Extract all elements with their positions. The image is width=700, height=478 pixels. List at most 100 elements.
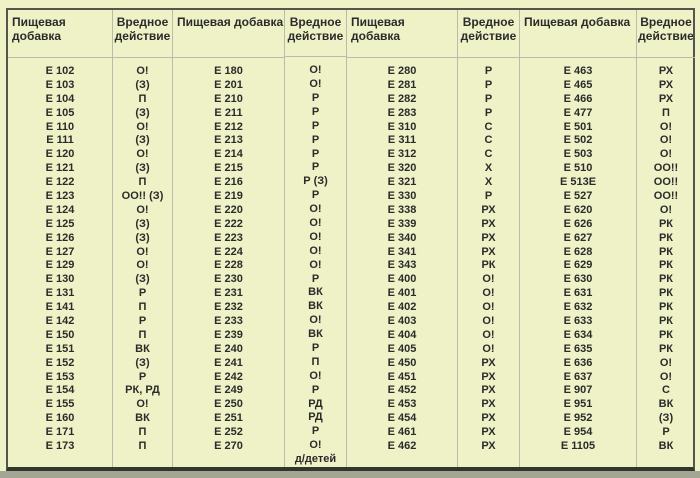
- table-column-pair: Пищевая добавка Е 463 Е 465 Е 466 Е 477 Е 50…: [520, 10, 695, 467]
- additive-cell: Е 141: [45, 301, 75, 314]
- additives-table: Пищевая добавка Е 102 Е 103 Е 104 Е 105 Е 11…: [6, 8, 695, 471]
- additive-cell: Е 215: [214, 162, 243, 175]
- additive-cell: Е 126: [45, 231, 75, 244]
- effect-cell: О!: [482, 342, 495, 355]
- effect-column-cells: РХ РХ РХ П О! О! О! ОО!! ОО!! ОО!! О! РК РК РК РК РК РК Р…: [637, 58, 695, 454]
- additive-cell: Е 222: [214, 217, 243, 230]
- effect-cell: О!: [136, 259, 149, 272]
- additive-cell: Е 239: [214, 328, 243, 341]
- additive-cell: Е 153: [45, 370, 75, 383]
- effect-cell: П: [138, 426, 147, 439]
- effect-column: Вредное действие О! О! Р Р Р Р Р Р Р (З) Р О! О! О! О…: [285, 10, 346, 467]
- effect-cell: О!: [309, 64, 322, 77]
- effect-cell: О!: [309, 216, 322, 229]
- effect-cell: П: [138, 328, 147, 341]
- additive-cell: Е 252: [214, 426, 243, 439]
- effect-cell: Р: [484, 190, 493, 203]
- effect-cell: О!: [309, 258, 322, 271]
- effect-cell: РК: [658, 301, 674, 314]
- additive-cell: Е 343: [387, 259, 417, 272]
- additive-cell: Е 463: [563, 65, 593, 77]
- effect-cell: О!: [136, 245, 149, 258]
- additive-cell: Е 320: [387, 162, 417, 175]
- additive-cell: Е 104: [45, 92, 75, 105]
- additive-cell: Е 338: [387, 203, 417, 216]
- additive-cell: Е 451: [387, 370, 417, 383]
- effect-cell: ОО!!: [653, 162, 679, 175]
- effect-column: Вредное действие О! (З) П (З) О! (З) О! (З) П ОО!…: [113, 10, 172, 467]
- effect-cell: С: [484, 120, 493, 133]
- effect-column-cells: О! О! Р Р Р Р Р Р Р (З) Р О! О! О! О! О! Р ВК ВК О! ВК Р П О! Р…: [285, 57, 346, 467]
- additive-cell: Е 404: [387, 328, 417, 341]
- effect-cell: О!: [482, 287, 495, 300]
- effect-column-cells: О! (З) П (З) О! (З) О! (З) П ОО!! (З) О! (З) (З) О! О!…: [113, 58, 172, 454]
- additive-cell: Е 321: [387, 176, 417, 189]
- additive-cell: Е 230: [214, 273, 243, 286]
- effect-cell: С: [484, 148, 493, 161]
- additive-cell: Е 632: [563, 301, 593, 314]
- additive-cell: Е 465: [563, 78, 593, 91]
- effect-cell: Р: [484, 106, 493, 119]
- additive-cell: Е 180: [214, 65, 243, 77]
- effect-cell: О!: [136, 148, 149, 161]
- effect-cell: П: [662, 106, 670, 119]
- additive-cell: Е 452: [387, 384, 417, 397]
- effect-cell: Р: [138, 287, 147, 300]
- additive-cell: Е 228: [214, 259, 243, 272]
- additive-cell: Е 201: [214, 78, 243, 91]
- effect-cell: РХ: [481, 412, 496, 425]
- effect-cell: ОО!! (З): [121, 190, 164, 203]
- effect-cell: РХ: [481, 440, 496, 453]
- additive-cell: Е 233: [214, 315, 243, 328]
- additive-cell: Е 241: [214, 356, 243, 369]
- effect-cell: Р: [311, 91, 320, 104]
- additive-cell: Е 122: [45, 176, 75, 189]
- additive-cell: Е 216: [214, 176, 243, 189]
- effect-cell: О!: [659, 356, 673, 369]
- additive-cell: Е 527: [563, 190, 593, 203]
- additive-cell: Е 124: [45, 203, 75, 216]
- additive-cell: Е 402: [387, 301, 417, 314]
- additive-cell: Е 461: [387, 426, 417, 439]
- effect-cell: ВК: [308, 286, 323, 299]
- effect-cell: РХ: [481, 203, 496, 216]
- effect-cell: О!: [136, 120, 149, 133]
- effect-cell: О!: [482, 273, 495, 286]
- additive-cell: Е 151: [45, 342, 75, 355]
- effect-cell: РХ: [481, 231, 496, 244]
- effect-cell: (З): [135, 106, 150, 119]
- additive-cell: Е 339: [387, 217, 417, 230]
- additive-cell: Е 400: [387, 273, 417, 286]
- effect-cell: (З): [135, 217, 150, 230]
- effect-cell: Р: [311, 272, 320, 285]
- effect-cell: ВК: [135, 412, 150, 425]
- effect-cell: (З): [135, 356, 150, 369]
- additive-column-cells: Е 463 Е 465 Е 466 Е 477 Е 501 Е 502 Е 503 Е 510…: [520, 58, 636, 454]
- additive-header: Пищевая добавка: [347, 10, 457, 58]
- effect-cell: О!: [482, 301, 495, 314]
- additive-cell: Е 634: [563, 328, 593, 341]
- effect-cell: Р: [311, 425, 320, 438]
- effect-cell: РД: [308, 411, 323, 424]
- effect-cell: О!: [659, 148, 673, 161]
- effect-column-cells: Р Р Р Р С С С Х Х Р РХ РХ РХ РХ РК О! О! О! О! О! О! РХ РХ РХ РХ…: [458, 58, 519, 454]
- additive-cell: Е 242: [214, 370, 243, 383]
- additive-cell: Е 1105: [560, 440, 596, 453]
- effect-cell: Х: [484, 162, 493, 175]
- additive-header: Пищевая добавка: [8, 10, 112, 58]
- additive-cell: Е 251: [214, 412, 243, 425]
- effect-cell: РК: [658, 342, 674, 355]
- additive-cell: Е 213: [214, 134, 243, 147]
- additive-cell: Е 130: [45, 273, 75, 286]
- additive-cell: Е 211: [214, 106, 243, 119]
- additive-cell: Е 232: [214, 301, 243, 314]
- effect-cell: О!: [136, 65, 149, 77]
- table-column-pair: Пищевая добавка Е 180 Е 201 Е 210 Е 211 Е 21…: [173, 10, 347, 467]
- effect-cell: О!: [309, 244, 322, 257]
- effect-cell: РК: [658, 287, 674, 300]
- effect-cell: (З): [135, 162, 150, 175]
- effect-cell: РХ: [658, 92, 674, 105]
- additive-cell: Е 150: [45, 328, 75, 341]
- additive-cell: Е 152: [45, 356, 75, 369]
- additive-cell: Е 501: [563, 120, 593, 133]
